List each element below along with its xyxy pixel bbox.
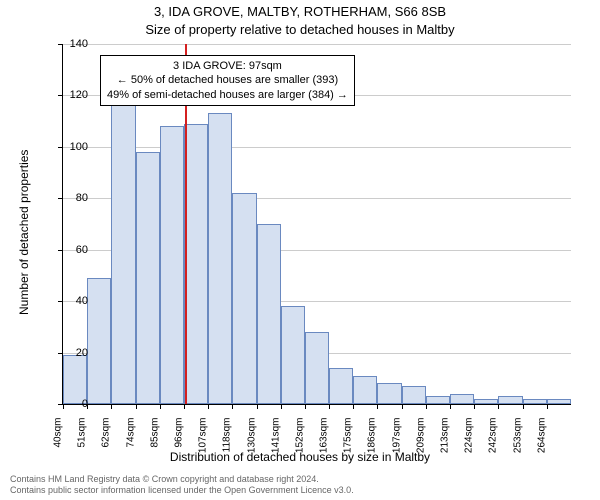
x-tick-label: 141sqm [270, 418, 281, 462]
x-tick-mark [377, 404, 378, 409]
x-tick-label: 130sqm [246, 418, 257, 462]
histogram-bar [329, 368, 353, 404]
x-tick-mark [281, 404, 282, 409]
x-tick-mark [523, 404, 524, 409]
y-tick-label: 60 [48, 244, 88, 256]
histogram-bar [474, 399, 498, 404]
histogram-bar [208, 113, 232, 404]
x-tick-mark [426, 404, 427, 409]
x-tick-label: 175sqm [343, 418, 354, 462]
histogram-bar [498, 396, 522, 404]
x-tick-label: 209sqm [415, 418, 426, 462]
y-tick-label: 40 [48, 295, 88, 307]
histogram-bar [426, 396, 450, 404]
x-tick-label: 264sqm [536, 418, 547, 462]
x-tick-mark [160, 404, 161, 409]
x-tick-mark [136, 404, 137, 409]
grid-line [63, 147, 571, 148]
annotation-line-1: 3 IDA GROVE: 97sqm [107, 59, 348, 73]
x-tick-label: 152sqm [294, 418, 305, 462]
x-tick-label: 213sqm [440, 418, 451, 462]
histogram-bar [377, 383, 401, 404]
y-tick-label: 20 [48, 347, 88, 359]
histogram-bar [257, 224, 281, 404]
annotation-box: 3 IDA GROVE: 97sqm ← 50% of detached hou… [100, 55, 355, 106]
chart-container: 3, IDA GROVE, MALTBY, ROTHERHAM, S66 8SB… [0, 0, 600, 500]
histogram-bar [523, 399, 547, 404]
y-tick-label: 100 [48, 141, 88, 153]
histogram-bar [87, 278, 111, 404]
x-tick-mark [353, 404, 354, 409]
y-tick-label: 80 [48, 192, 88, 204]
x-tick-mark [329, 404, 330, 409]
histogram-bar [63, 355, 87, 404]
x-tick-mark [305, 404, 306, 409]
x-tick-label: 242sqm [488, 418, 499, 462]
histogram-bar [111, 95, 135, 404]
histogram-bar [136, 152, 160, 404]
histogram-bar [402, 386, 426, 404]
x-tick-mark [184, 404, 185, 409]
x-tick-mark [547, 404, 548, 409]
y-axis-label: Number of detached properties [17, 135, 31, 315]
x-tick-mark [450, 404, 451, 409]
annotation-line-3: 49% of semi-detached houses are larger (… [107, 88, 348, 102]
x-tick-mark [402, 404, 403, 409]
grid-line [63, 44, 571, 45]
histogram-bar [450, 394, 474, 404]
histogram-bar [160, 126, 184, 404]
x-tick-label: 107sqm [198, 418, 209, 462]
histogram-bar [547, 399, 571, 404]
y-tick-label: 140 [48, 38, 88, 50]
histogram-bar [232, 193, 256, 404]
x-tick-label: 96sqm [173, 418, 184, 462]
histogram-bar [281, 306, 305, 404]
x-tick-label: 163sqm [319, 418, 330, 462]
footer-line-2: Contains public sector information licen… [10, 485, 354, 496]
x-tick-label: 62sqm [101, 418, 112, 462]
x-tick-mark [208, 404, 209, 409]
chart-title-main: 3, IDA GROVE, MALTBY, ROTHERHAM, S66 8SB [0, 4, 600, 19]
x-tick-label: 186sqm [367, 418, 378, 462]
chart-title-sub: Size of property relative to detached ho… [0, 22, 600, 37]
y-tick-label: 0 [48, 398, 88, 410]
x-tick-label: 118sqm [222, 418, 233, 462]
x-tick-label: 224sqm [464, 418, 475, 462]
x-tick-mark [498, 404, 499, 409]
y-tick-label: 120 [48, 89, 88, 101]
x-tick-mark [232, 404, 233, 409]
x-tick-mark [257, 404, 258, 409]
histogram-bar [353, 376, 377, 404]
x-tick-label: 85sqm [149, 418, 160, 462]
x-tick-mark [474, 404, 475, 409]
annotation-line-2: ← 50% of detached houses are smaller (39… [107, 73, 348, 87]
histogram-bar [184, 124, 208, 404]
x-tick-label: 74sqm [125, 418, 136, 462]
histogram-bar [305, 332, 329, 404]
x-tick-mark [111, 404, 112, 409]
x-tick-label: 197sqm [391, 418, 402, 462]
x-tick-label: 51sqm [77, 418, 88, 462]
x-tick-label: 40sqm [53, 418, 64, 462]
x-tick-label: 253sqm [512, 418, 523, 462]
footer-attribution: Contains HM Land Registry data © Crown c… [10, 474, 354, 496]
footer-line-1: Contains HM Land Registry data © Crown c… [10, 474, 354, 485]
